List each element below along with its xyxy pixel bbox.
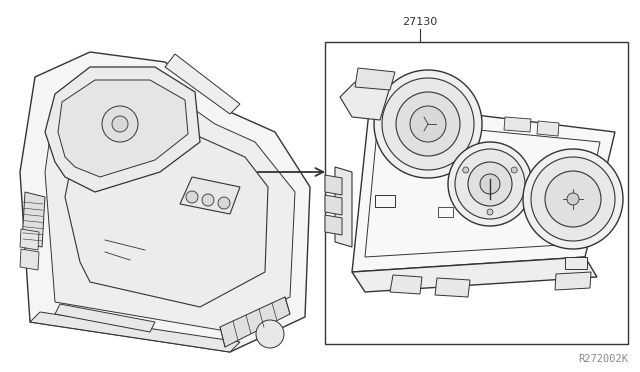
Polygon shape [504,117,531,132]
Polygon shape [45,67,200,192]
Circle shape [463,167,468,173]
Polygon shape [22,192,45,247]
Circle shape [545,171,601,227]
Circle shape [468,162,512,206]
Polygon shape [335,167,352,247]
Polygon shape [435,278,470,297]
Circle shape [487,209,493,215]
Polygon shape [537,121,559,136]
Polygon shape [30,312,240,352]
Circle shape [448,142,532,226]
Circle shape [523,149,623,249]
Bar [438,207,453,217]
Circle shape [396,92,460,156]
Circle shape [218,197,230,209]
Polygon shape [20,229,39,250]
Polygon shape [352,102,615,272]
Text: 27130: 27130 [403,17,438,27]
Circle shape [511,167,517,173]
Polygon shape [165,54,240,114]
Polygon shape [390,275,422,294]
Circle shape [256,320,284,348]
Polygon shape [325,195,342,215]
Polygon shape [352,257,597,292]
Polygon shape [180,177,240,214]
Polygon shape [45,74,295,330]
Polygon shape [340,82,390,120]
Bar [375,195,395,207]
Circle shape [112,116,128,132]
Circle shape [531,157,615,241]
Circle shape [186,191,198,203]
Circle shape [382,78,474,170]
Circle shape [480,174,500,194]
Circle shape [567,193,579,205]
Text: R272002K: R272002K [578,354,628,364]
Polygon shape [220,297,290,347]
Circle shape [374,70,482,178]
Polygon shape [20,249,39,270]
Polygon shape [55,304,155,332]
Circle shape [202,194,214,206]
Polygon shape [325,215,342,235]
Bar [565,257,587,269]
Circle shape [410,106,446,142]
Circle shape [102,106,138,142]
Polygon shape [325,175,342,195]
Bar [325,42,628,344]
Polygon shape [65,117,268,307]
Polygon shape [355,68,395,90]
Circle shape [455,149,525,219]
Polygon shape [58,80,188,177]
Polygon shape [555,272,591,290]
Polygon shape [20,52,310,352]
